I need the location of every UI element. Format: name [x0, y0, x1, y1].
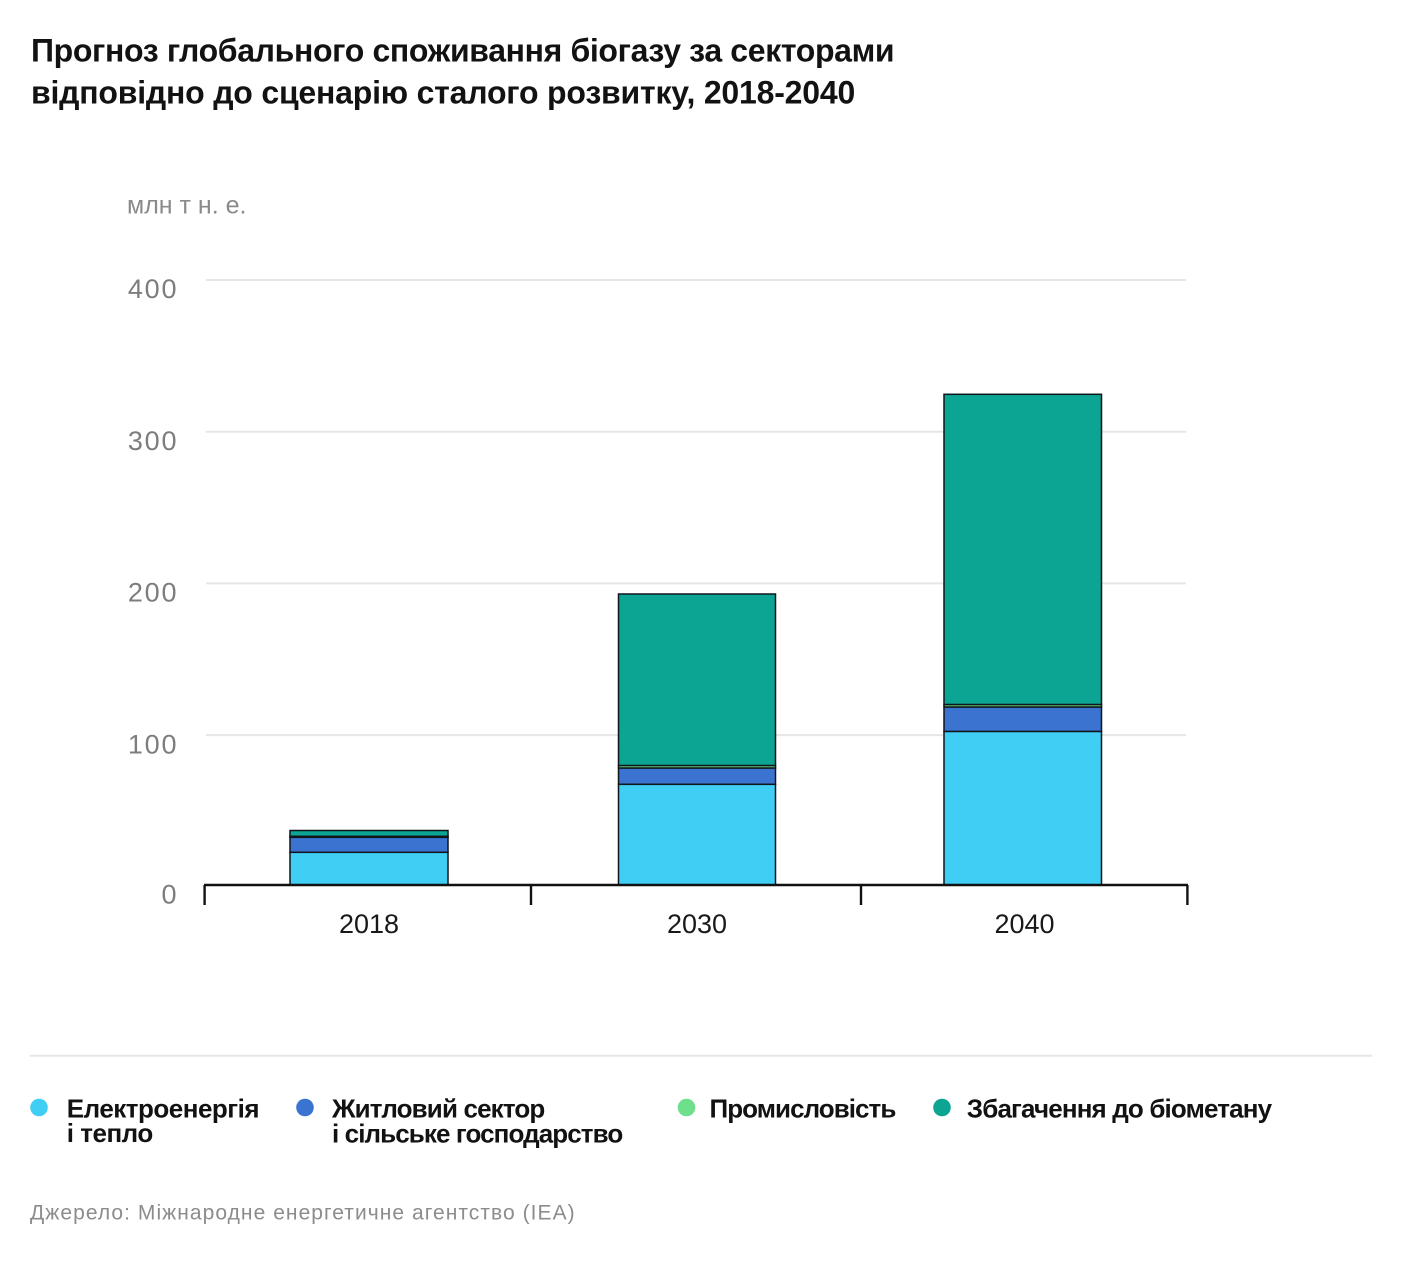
svg-text:Житловий сектор: Житловий сектор: [331, 1094, 544, 1124]
svg-text:млн т н. е.: млн т н. е.: [127, 192, 246, 220]
svg-text:100: 100: [128, 729, 178, 759]
svg-text:Електроенергія: Електроенергія: [67, 1094, 259, 1124]
svg-text:і сільське господарство: і сільське господарство: [332, 1119, 622, 1149]
svg-text:200: 200: [128, 578, 178, 608]
svg-text:Збагачення до біометану: Збагачення до біометану: [967, 1094, 1273, 1124]
svg-text:2018: 2018: [339, 909, 399, 939]
svg-text:Прогноз глобального споживання: Прогноз глобального споживання біогазу з…: [31, 33, 894, 69]
svg-text:2040: 2040: [994, 909, 1054, 939]
svg-text:Джерело: Міжнародне енергетичн: Джерело: Міжнародне енергетичне агентств…: [30, 1202, 576, 1225]
svg-text:300: 300: [128, 426, 178, 456]
svg-text:відповідно до сценарію сталого: відповідно до сценарію сталого розвитку,…: [31, 75, 855, 111]
svg-text:0: 0: [161, 880, 178, 910]
svg-text:2030: 2030: [667, 909, 727, 939]
svg-text:Промисловість: Промисловість: [710, 1094, 896, 1124]
svg-text:і тепло: і тепло: [67, 1118, 153, 1148]
svg-text:400: 400: [128, 274, 178, 304]
